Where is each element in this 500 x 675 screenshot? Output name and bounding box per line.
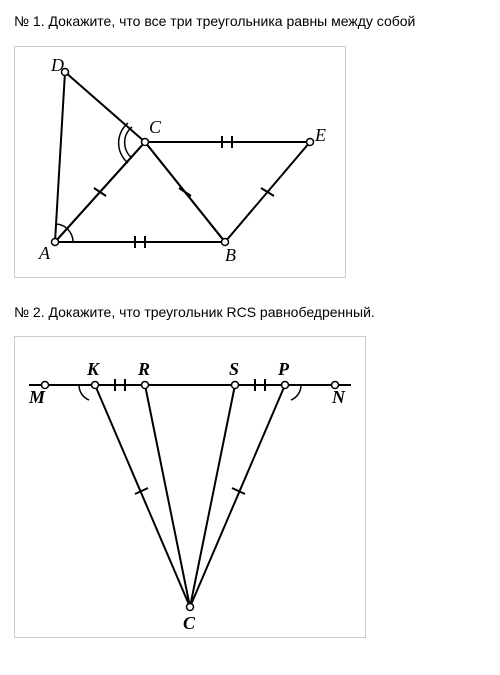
figure1-label-D: D — [50, 55, 64, 75]
figure-2-svg: K R S P M N C — [15, 337, 365, 637]
figure1-label-E: E — [314, 125, 326, 145]
problem-1-text: № 1. Докажите, что все три треугольника … — [14, 12, 486, 32]
figure1-label-C: C — [149, 117, 162, 137]
figure-2-container: K R S P M N C — [14, 336, 366, 638]
figure1-label-A: A — [38, 243, 51, 263]
figure2-label-M: M — [28, 387, 46, 407]
figure2-label-N: N — [331, 387, 346, 407]
figure1-label-B: B — [225, 245, 236, 265]
figure2-label-P: P — [277, 359, 290, 379]
figure2-label-R: R — [137, 359, 150, 379]
problem-2-text: № 2. Докажите, что треугольник RCS равно… — [14, 303, 486, 323]
figure2-label-C: C — [183, 613, 196, 633]
figure-1-container: D C E A B — [14, 46, 346, 278]
figure-1-svg: D C E A B — [15, 47, 345, 277]
figure2-label-K: K — [86, 359, 101, 379]
figure2-label-S: S — [229, 359, 239, 379]
